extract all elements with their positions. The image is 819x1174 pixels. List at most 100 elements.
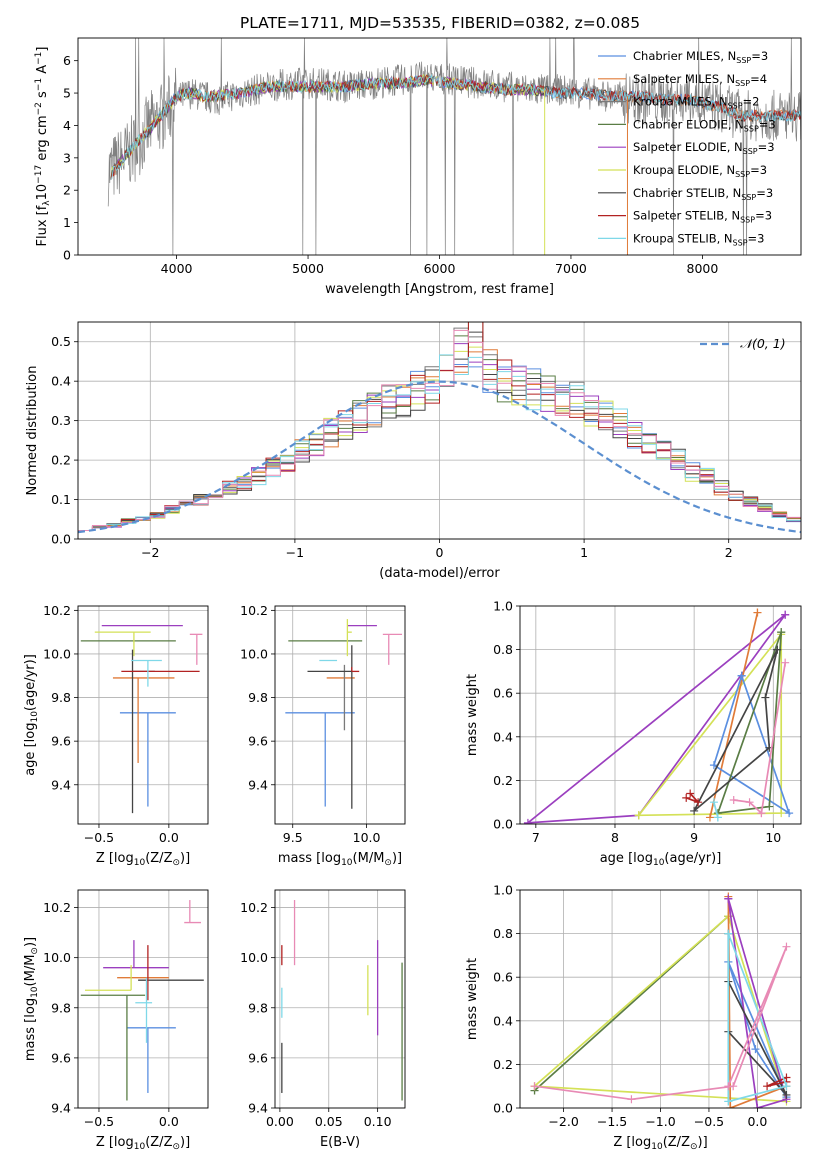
- weight-marker: [724, 1097, 733, 1106]
- age-vs-mass-ytick-label: 9.4: [248, 777, 268, 792]
- legend-label: Salpeter STELIB, NSSP=3: [633, 209, 772, 225]
- mass-vs-metallicity-ytick-label: 9.6: [51, 1050, 71, 1065]
- mass-weight-vs-metallicity-ytick-label: 0.6: [493, 970, 513, 985]
- mass-weight-vs-age-plot-area: [523, 608, 794, 824]
- spectrum-xtick-label: 5000: [292, 261, 324, 276]
- age-vs-mass-ytick-label: 10.2: [240, 603, 268, 618]
- age-vs-mass-ytick-label: 9.6: [248, 734, 268, 749]
- weight-marker: [757, 809, 766, 818]
- residual-histogram-xtick-label: 1: [580, 545, 588, 560]
- weight-marker: [724, 894, 733, 903]
- weight-marker: [530, 1082, 539, 1091]
- spectrum-ytick-label: 0: [63, 248, 71, 263]
- spectrum-xtick-label: 6000: [424, 261, 456, 276]
- weight-marker: [523, 818, 532, 824]
- spectrum-ytick-label: 1: [63, 215, 71, 230]
- weight-marker: [777, 809, 786, 818]
- weight-line: [638, 631, 783, 817]
- mass-weight-vs-metallicity-xtick-label: −1.0: [645, 1114, 675, 1129]
- weight-marker: [724, 1082, 733, 1091]
- age-vs-metallicity-axes: −0.5 0.0 9.4 9.6 9.8 10.0 10.2 Z [log10​(Z/Z⊙​)…: [23, 603, 209, 868]
- weight-marker: [737, 671, 746, 680]
- weight-marker: [785, 809, 794, 818]
- residual-histogram-ytick-label: 0.3: [51, 413, 71, 428]
- age-vs-mass-xlabel: mass [log10​(M/M⊙​)]: [278, 851, 402, 868]
- legend-label: Salpeter ELODIE, NSSP=3: [633, 140, 775, 156]
- weight-marker: [709, 798, 718, 807]
- mass-weight-vs-age-ytick-label: 0.0: [493, 817, 513, 832]
- mass-vs-ebv-ytick-label: 9.4: [248, 1101, 268, 1116]
- weight-marker: [729, 796, 738, 805]
- mass-vs-ebv-ytick-label: 10.0: [240, 950, 268, 965]
- mass-vs-metallicity-ytick-label: 9.4: [51, 1101, 71, 1116]
- residual-histogram-plot-area: [78, 322, 801, 539]
- age-vs-metallicity-xtick-label: −0.5: [84, 830, 114, 845]
- residual-histogram-ytick-label: 0.2: [51, 453, 71, 468]
- residual-histogram-axes: −2 −1 0 1 2 0.0 0.1 0.2 0.3 0.4 0.5 (data-model)/er…: [25, 321, 802, 581]
- age-vs-mass-frame: [274, 605, 406, 825]
- residual-histogram-xlabel: (data-model)/error: [379, 566, 500, 581]
- figure-title: PLATE=1711, MJD=53535, FIBERID=0382, z=0…: [240, 14, 640, 32]
- weight-marker: [765, 802, 774, 811]
- mass-vs-metallicity-xtick-label: −0.5: [84, 1114, 114, 1129]
- spectrum-model-kroupa-stelib: [110, 73, 801, 180]
- mass-weight-vs-metallicity-plot-area: [530, 892, 791, 1108]
- weight-marker: [781, 658, 790, 667]
- mass-weight-vs-metallicity-xlabel: Z [log10​(Z/Z⊙​)]: [613, 1135, 707, 1152]
- age-vs-mass-ytick-label: 9.8: [248, 690, 268, 705]
- age-vs-mass-xtick-label: 10.0: [353, 830, 381, 845]
- age-vs-mass-plot-area: [285, 619, 403, 809]
- mass-weight-vs-age-ylabel: mass weight: [465, 674, 480, 756]
- residual-histogram-ylabel: Normed distribution: [25, 366, 40, 496]
- mass-vs-metallicity-ylabel: mass [log10​(M/M⊙​)]: [23, 937, 40, 1061]
- age-vs-metallicity-ytick-label: 9.8: [51, 690, 71, 705]
- mass-vs-ebv-frame: [274, 889, 406, 1109]
- age-vs-mass-ytick-label: 10.0: [240, 646, 268, 661]
- mass-weight-vs-age-ytick-label: 0.8: [493, 642, 513, 657]
- mass-weight-vs-metallicity-ytick-label: 0.2: [493, 1057, 513, 1072]
- normal-curve: [78, 380, 801, 534]
- weight-marker: [761, 693, 770, 702]
- legend-label: Kroupa MILES, NSSP=2: [633, 95, 759, 111]
- weight-marker: [726, 1104, 735, 1108]
- weight-marker: [763, 1082, 772, 1091]
- weight-marker: [705, 813, 714, 822]
- age-vs-metallicity-ytick-label: 10.2: [43, 603, 71, 618]
- mass-weight-vs-age-ytick-label: 1.0: [493, 599, 513, 614]
- mass-weight-vs-metallicity-xtick-label: −1.5: [597, 1114, 627, 1129]
- spectrum-xtick-label: 8000: [687, 261, 719, 276]
- mass-weight-vs-age-xlabel: age [log10​(age/yr)]: [600, 851, 722, 868]
- mass-vs-metallicity-xlabel: Z [log10​(Z/Z⊙​)]: [96, 1135, 190, 1152]
- mass-vs-ebv-ytick-label: 9.6: [248, 1050, 268, 1065]
- weight-marker: [753, 1104, 762, 1108]
- mass-weight-vs-age-ytick-label: 0.2: [493, 773, 513, 788]
- age-vs-mass-axes: 9.5 10.0 9.4 9.6 9.8 10.0 10.2 mass [log10​(M/M…: [240, 603, 406, 868]
- mass-vs-ebv-xtick-label: 0.05: [315, 1114, 343, 1129]
- residual-histogram-xtick-label: 2: [725, 545, 733, 560]
- mass-weight-vs-age-ytick-label: 0.6: [493, 686, 513, 701]
- spectrum-ytick-label: 4: [63, 118, 71, 133]
- spectrum-xtick-label: 7000: [555, 261, 587, 276]
- weight-marker: [777, 628, 786, 637]
- mass-vs-metallicity-frame: [77, 889, 209, 1109]
- spectrum-legend: Chabrier MILES, NSSP=3 Salpeter MILES, NS…: [598, 49, 776, 247]
- weight-line: [712, 675, 791, 816]
- weight-line: [727, 961, 788, 1098]
- mass-weight-vs-metallicity-xtick-label: 0.0: [747, 1114, 767, 1129]
- residual-histogram-ytick-label: 0.0: [51, 532, 71, 547]
- residual-histogram-xtick-label: −1: [286, 545, 304, 560]
- mass-weight-vs-metallicity-axes: −2.0 −1.5 −1.0 −0.5 0.0 0.0 0.2 0.4 0.6 0.8 1.0 Z […: [465, 883, 802, 1152]
- age-vs-metallicity-ytick-label: 10.0: [43, 646, 71, 661]
- weight-line: [525, 614, 786, 824]
- age-vs-metallicity-plot-area: [80, 624, 203, 814]
- weight-marker: [724, 929, 733, 938]
- age-vs-metallicity-frame: [77, 605, 209, 825]
- weight-marker: [634, 811, 643, 820]
- mass-vs-ebv-xtick-label: 0.10: [364, 1114, 392, 1129]
- age-vs-metallicity-xtick-label: 0.0: [159, 830, 179, 845]
- mass-vs-metallicity-ytick-label: 10.2: [43, 900, 71, 915]
- weight-marker: [751, 1045, 760, 1054]
- mass-vs-ebv-ytick-label: 9.8: [248, 1000, 268, 1015]
